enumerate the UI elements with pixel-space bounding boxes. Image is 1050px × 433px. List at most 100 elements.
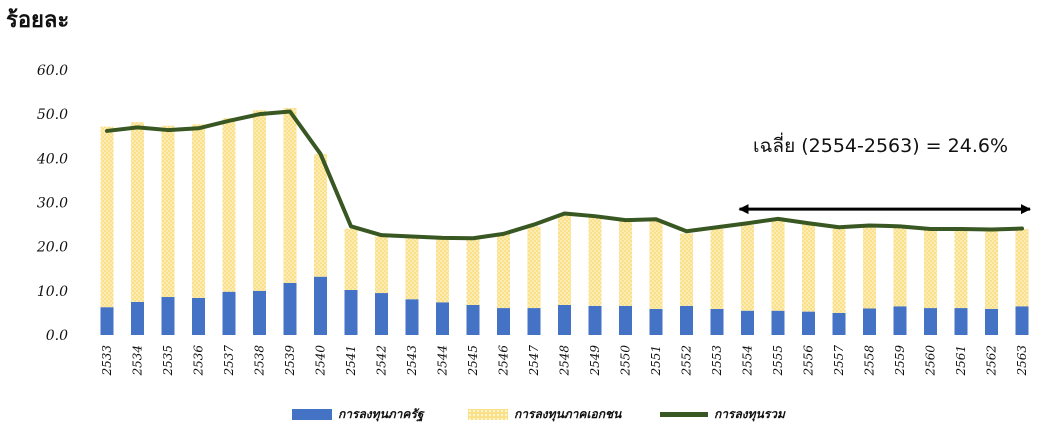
bar-private bbox=[863, 225, 876, 309]
x-tick-label: 2560 bbox=[924, 345, 938, 377]
bar-public bbox=[680, 305, 693, 335]
legend-label-public: การลงทุนภาครัฐ bbox=[338, 406, 424, 421]
x-tick-label: 2552 bbox=[680, 345, 694, 377]
x-tick-label: 2533 bbox=[100, 345, 114, 377]
bar-public bbox=[832, 312, 846, 335]
bar-private bbox=[100, 126, 114, 308]
bar-public bbox=[924, 308, 937, 335]
legend-swatch-total bbox=[660, 411, 708, 417]
bar-public bbox=[649, 308, 663, 335]
y-tick-label: 40.0 bbox=[36, 151, 68, 167]
legend-item-private: การลงทุนภาคเอกชน bbox=[468, 402, 621, 426]
x-tick-label: 2543 bbox=[405, 345, 419, 377]
bar-public bbox=[985, 308, 998, 335]
bar-public bbox=[131, 301, 144, 335]
bar-private bbox=[741, 225, 754, 311]
y-tick-label: 60.0 bbox=[37, 63, 68, 79]
x-tick-label: 2563 bbox=[1015, 345, 1029, 377]
x-tick-label: 2557 bbox=[832, 345, 846, 377]
bar-private bbox=[436, 239, 449, 303]
average-annotation-text: เฉลี่ย (2554-2563) = 24.6% bbox=[753, 135, 1008, 157]
bar-public bbox=[375, 293, 388, 335]
bar-public bbox=[558, 304, 571, 335]
x-tick-label: 2545 bbox=[466, 345, 480, 377]
x-tick-label: 2534 bbox=[131, 345, 145, 377]
x-tick-label: 2536 bbox=[192, 345, 206, 377]
bar-public bbox=[253, 290, 266, 335]
bar-private bbox=[466, 238, 480, 305]
bar-public bbox=[893, 306, 907, 335]
bar-public bbox=[436, 302, 449, 335]
bar-public bbox=[466, 304, 480, 335]
bar-private bbox=[771, 220, 785, 311]
bar-private bbox=[222, 118, 236, 292]
x-tick-label: 2561 bbox=[954, 345, 968, 377]
bar-public bbox=[863, 308, 876, 335]
legend-item-public: การลงทุนภาครัฐ bbox=[292, 402, 424, 426]
bar-private bbox=[558, 214, 571, 305]
bar-private bbox=[893, 225, 907, 307]
bar-public bbox=[710, 308, 724, 335]
x-tick-label: 2548 bbox=[558, 345, 572, 377]
x-axis-ticks: 2533 2534 2535 2536 2537 2538 2539 2540 2541 2542… bbox=[100, 345, 1029, 377]
bar-public bbox=[344, 289, 358, 335]
bar-public bbox=[527, 308, 541, 335]
x-tick-label: 2550 bbox=[619, 345, 633, 377]
y-tick-label: 50.0 bbox=[37, 107, 68, 123]
x-tick-label: 2553 bbox=[710, 345, 724, 377]
bar-private bbox=[161, 125, 175, 298]
bar-public bbox=[741, 310, 754, 335]
x-tick-label: 2540 bbox=[314, 345, 328, 377]
bar-private bbox=[649, 220, 663, 309]
x-tick-label: 2547 bbox=[527, 345, 541, 377]
y-axis-label: ร้อยละ bbox=[6, 8, 70, 33]
bar-public bbox=[619, 305, 632, 335]
y-tick-label: 0.0 bbox=[46, 328, 68, 344]
x-tick-label: 2556 bbox=[802, 345, 816, 377]
x-tick-label: 2554 bbox=[741, 345, 755, 377]
x-tick-label: 2535 bbox=[161, 345, 175, 377]
legend-swatch-public bbox=[292, 408, 332, 420]
bar-private bbox=[405, 237, 419, 300]
legend-label-total: การลงทุนรวม bbox=[714, 406, 785, 421]
bar-public bbox=[497, 308, 510, 335]
legend-swatch-private bbox=[468, 408, 508, 420]
x-tick-label: 2555 bbox=[771, 345, 785, 377]
bar-public bbox=[314, 276, 327, 335]
bar-private bbox=[832, 228, 846, 313]
x-tick-label: 2542 bbox=[375, 345, 389, 377]
bar-public bbox=[405, 299, 419, 335]
chart-legend: การลงทุนภาครัฐ การลงทุนภาคเอกชน การลงทุน… bbox=[0, 402, 1050, 426]
x-tick-label: 2537 bbox=[222, 345, 236, 377]
bar-public bbox=[161, 297, 175, 335]
bar-private bbox=[314, 153, 327, 277]
bar-private bbox=[1015, 229, 1029, 307]
bar-public bbox=[771, 310, 785, 335]
x-tick-label: 2546 bbox=[497, 345, 511, 377]
bar-private bbox=[985, 229, 998, 309]
bar-private bbox=[253, 110, 266, 291]
bar-public bbox=[802, 311, 815, 335]
y-tick-label: 10.0 bbox=[37, 284, 68, 300]
bar-public bbox=[954, 308, 968, 335]
bar-private bbox=[283, 107, 297, 283]
bar-private bbox=[710, 229, 724, 309]
bar-private bbox=[954, 229, 968, 309]
bar-private bbox=[131, 122, 144, 302]
bar-public bbox=[588, 305, 602, 335]
y-tick-label: 30.0 bbox=[37, 196, 68, 212]
bar-public bbox=[1015, 306, 1029, 335]
y-tick-label: 20.0 bbox=[36, 240, 68, 256]
bar-public bbox=[283, 282, 297, 335]
x-tick-label: 2558 bbox=[863, 345, 877, 377]
x-tick-label: 2541 bbox=[344, 345, 358, 377]
bar-private bbox=[527, 226, 541, 309]
bar-private bbox=[680, 233, 693, 306]
line-series bbox=[105, 109, 1024, 241]
bar-private bbox=[924, 229, 937, 309]
bar-private bbox=[192, 124, 205, 298]
bar-private bbox=[588, 217, 602, 306]
y-axis-ticks: 0.0 10.0 20.0 30.0 40.0 50.0 60.0 bbox=[36, 63, 68, 344]
bar-series bbox=[100, 107, 1029, 335]
bar-private bbox=[802, 224, 815, 312]
